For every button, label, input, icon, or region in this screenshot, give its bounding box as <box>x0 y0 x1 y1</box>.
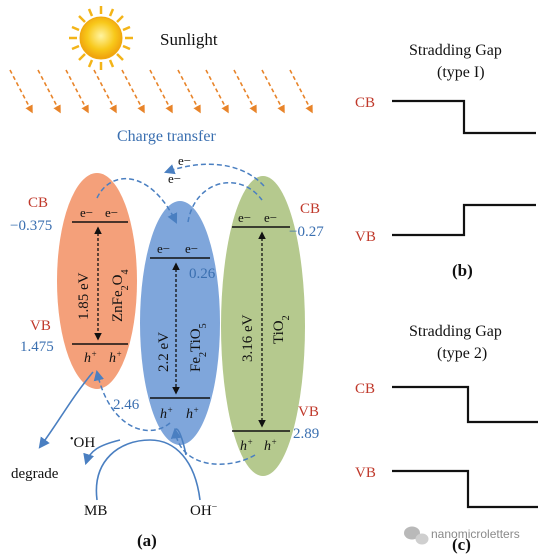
tio2-cb-e1: e− <box>238 210 251 225</box>
tio2-vb-label: VB <box>298 404 319 420</box>
oh-minus-label: OH− <box>190 502 218 520</box>
transfer-electron-1: e− <box>178 153 191 168</box>
reaction-arrows <box>38 371 201 501</box>
tio2-holes: h+ h+ <box>240 437 277 454</box>
panel-c: Stradding Gap (type 2) CB VB (c) <box>355 323 538 554</box>
znfe2o4-gap-label: 1.85 eV <box>76 272 92 320</box>
panel-a-label: (a) <box>137 531 157 550</box>
transfer-electron-2: e− <box>168 171 181 186</box>
svg-text:h+: h+ <box>264 437 277 454</box>
mb-label: MB <box>84 503 107 519</box>
sunlight-label: Sunlight <box>160 30 218 49</box>
svg-text:h+: h+ <box>240 437 253 454</box>
svg-text:h+: h+ <box>84 349 97 366</box>
znfe2o4-cb-label: CB <box>28 195 48 211</box>
znfe2o4-cb-value: −0.375 <box>10 218 52 234</box>
panel-b-title-2: (type I) <box>437 64 485 81</box>
charge-transfer-arrows <box>96 163 265 224</box>
znfe2o4-vb-label: VB <box>30 318 51 334</box>
svg-text:h+: h+ <box>186 405 199 422</box>
light-rays <box>9 69 313 114</box>
watermark: nanomicroletters <box>404 526 520 545</box>
hole-transfer-arrows <box>93 369 256 465</box>
svg-text:h+: h+ <box>109 349 122 366</box>
tio2-gap-label: 3.16 eV <box>240 314 256 362</box>
oh-radical-label: •OH <box>70 434 95 452</box>
panel-c-title-2: (type 2) <box>437 345 487 362</box>
panel-b: Stradding Gap (type I) CB VB (b) <box>355 42 536 280</box>
panel-c-cb-label: CB <box>355 381 375 397</box>
panel-c-label: (c) <box>452 535 471 554</box>
fe2tio5-ellipse <box>140 201 220 445</box>
znfe2o4-formula: ZnFe2O4 <box>110 269 131 322</box>
fe2tio5-formula: Fe2TiO5 <box>188 323 209 372</box>
tio2-cb-label: CB <box>300 201 320 217</box>
watermark-text: nanomicroletters <box>431 527 520 541</box>
tio2-cb-e2: e− <box>264 210 277 225</box>
panel-c-cb-step <box>392 385 538 424</box>
panel-c-vb-step <box>392 469 538 509</box>
chat-bubble-icon <box>404 526 429 545</box>
fe2tio5-vb-value: 2.46 <box>113 397 140 413</box>
svg-text:h+: h+ <box>160 405 173 422</box>
degrade-label: degrade <box>11 466 59 482</box>
panel-b-vb-step <box>392 203 536 237</box>
fe2tio5-cb-e2: e− <box>185 241 198 256</box>
fe2tio5-holes: h+ h+ <box>160 405 199 422</box>
panel-b-vb-label: VB <box>355 229 376 245</box>
charge-transfer-label: Charge transfer <box>117 128 216 145</box>
tio2-cb-value: −0.27 <box>289 224 324 240</box>
znfe2o4-cb-e1: e− <box>80 205 93 220</box>
znfe2o4-vb-value: 1.475 <box>20 339 54 355</box>
panel-c-vb-label: VB <box>355 465 376 481</box>
fe2tio5-cb-value: 0.26 <box>189 266 216 282</box>
panel-b-title-1: Stradding Gap <box>409 42 502 59</box>
sun-icon <box>69 6 133 70</box>
znfe2o4-holes: h+ h+ <box>84 349 122 366</box>
tio2-vb-value: 2.89 <box>293 426 319 442</box>
znfe2o4-cb-e2: e− <box>105 205 118 220</box>
fe2tio5-gap-label: 2.2 eV <box>156 332 172 372</box>
fe2tio5-cb-e1: e− <box>157 241 170 256</box>
panel-b-cb-label: CB <box>355 95 375 111</box>
panel-b-cb-step <box>392 99 536 135</box>
tio2-formula: TiO2 <box>271 315 292 344</box>
panel-c-title-1: Stradding Gap <box>409 323 502 340</box>
panel-b-label: (b) <box>452 261 473 280</box>
